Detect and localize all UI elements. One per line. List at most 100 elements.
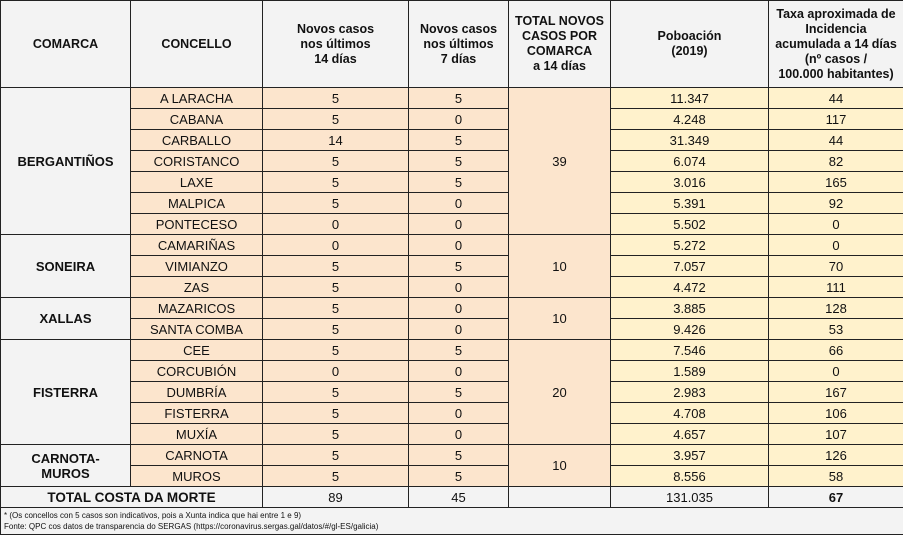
concello-cell: CARBALLO: [131, 130, 263, 151]
incidence-rate-cell: 53: [769, 319, 903, 340]
cases-14d-cell: 5: [263, 319, 409, 340]
cases-14d-cell: 5: [263, 466, 409, 487]
incidence-rate-cell: 106: [769, 403, 903, 424]
cases-7d-cell: 5: [409, 151, 509, 172]
concello-cell: MUXÍA: [131, 424, 263, 445]
empty-cell: [509, 487, 611, 508]
header-population: Poboación (2019): [611, 1, 769, 88]
cases-7d-cell: 0: [409, 361, 509, 382]
incidence-rate-cell: 44: [769, 88, 903, 109]
cases-7d-cell: 0: [409, 319, 509, 340]
comarca-cell: FISTERRA: [1, 340, 131, 445]
cases-14d-cell: 5: [263, 88, 409, 109]
incidence-rate-cell: 128: [769, 298, 903, 319]
total-comarca-cell: 10: [509, 298, 611, 340]
incidence-rate-cell: 0: [769, 235, 903, 256]
cases-14d-cell: 5: [263, 172, 409, 193]
population-cell: 5.272: [611, 235, 769, 256]
incidence-rate-cell: 165: [769, 172, 903, 193]
total-comarca-cell: 39: [509, 88, 611, 235]
cases-14d-cell: 5: [263, 424, 409, 445]
comarca-cell: XALLAS: [1, 298, 131, 340]
cases-7d-cell: 0: [409, 298, 509, 319]
population-cell: 4.248: [611, 109, 769, 130]
cases-14d-cell: 5: [263, 277, 409, 298]
incidence-rate-cell: 0: [769, 214, 903, 235]
incidence-rate-cell: 58: [769, 466, 903, 487]
concello-cell: CAMARIÑAS: [131, 235, 263, 256]
header-cases-7d: Novos casos nos últimos 7 días: [409, 1, 509, 88]
population-cell: 4.472: [611, 277, 769, 298]
cases-14d-cell: 5: [263, 193, 409, 214]
cases-7d-cell: 0: [409, 193, 509, 214]
cases-14d-cell: 14: [263, 130, 409, 151]
incidence-rate-cell: 82: [769, 151, 903, 172]
incidence-rate-cell: 107: [769, 424, 903, 445]
cases-7d-cell: 5: [409, 88, 509, 109]
footnotes: * (Os concellos con 5 casos son indicati…: [1, 508, 903, 535]
cases-7d-cell: 5: [409, 466, 509, 487]
concello-cell: FISTERRA: [131, 403, 263, 424]
comarca-cell: BERGANTIÑOS: [1, 88, 131, 235]
cases-14d-cell: 5: [263, 109, 409, 130]
population-cell: 5.502: [611, 214, 769, 235]
header-incidence-rate: Taxa aproximada de Incidencia acumulada …: [769, 1, 903, 88]
total-comarca-cell: 20: [509, 340, 611, 445]
cases-7d-cell: 5: [409, 445, 509, 466]
header-total-comarca: TOTAL NOVOS CASOS POR COMARCA a 14 días: [509, 1, 611, 88]
cases-7d-cell: 5: [409, 130, 509, 151]
cases-7d-cell: 0: [409, 235, 509, 256]
incidence-rate-cell: 117: [769, 109, 903, 130]
incidence-rate-cell: 70: [769, 256, 903, 277]
cases-7d-cell: 0: [409, 109, 509, 130]
concello-cell: MAZARICOS: [131, 298, 263, 319]
concello-cell: CEE: [131, 340, 263, 361]
cases-7d-cell: 0: [409, 277, 509, 298]
total-cases-14d: 89: [263, 487, 409, 508]
cases-7d-cell: 5: [409, 382, 509, 403]
comarca-cell: SONEIRA: [1, 235, 131, 298]
concello-cell: CARNOTA: [131, 445, 263, 466]
population-cell: 8.556: [611, 466, 769, 487]
population-cell: 3.957: [611, 445, 769, 466]
population-cell: 11.347: [611, 88, 769, 109]
cases-14d-cell: 5: [263, 445, 409, 466]
cases-14d-cell: 0: [263, 361, 409, 382]
cases-14d-cell: 5: [263, 298, 409, 319]
concello-cell: A LARACHA: [131, 88, 263, 109]
total-population: 131.035: [611, 487, 769, 508]
comarca-cell: CARNOTA- MUROS: [1, 445, 131, 487]
concello-cell: CORISTANCO: [131, 151, 263, 172]
population-cell: 9.426: [611, 319, 769, 340]
concello-cell: MALPICA: [131, 193, 263, 214]
cases-7d-cell: 0: [409, 403, 509, 424]
incidence-rate-cell: 0: [769, 361, 903, 382]
incidence-rate-cell: 44: [769, 130, 903, 151]
population-cell: 2.983: [611, 382, 769, 403]
total-label: TOTAL COSTA DA MORTE: [1, 487, 263, 508]
population-cell: 4.657: [611, 424, 769, 445]
population-cell: 1.589: [611, 361, 769, 382]
population-cell: 31.349: [611, 130, 769, 151]
total-comarca-cell: 10: [509, 445, 611, 487]
cases-7d-cell: 0: [409, 424, 509, 445]
cases-14d-cell: 0: [263, 235, 409, 256]
incidence-rate-cell: 66: [769, 340, 903, 361]
cases-7d-cell: 5: [409, 340, 509, 361]
total-cases-7d: 45: [409, 487, 509, 508]
population-cell: 3.885: [611, 298, 769, 319]
concello-cell: LAXE: [131, 172, 263, 193]
header-concello: CONCELLO: [131, 1, 263, 88]
